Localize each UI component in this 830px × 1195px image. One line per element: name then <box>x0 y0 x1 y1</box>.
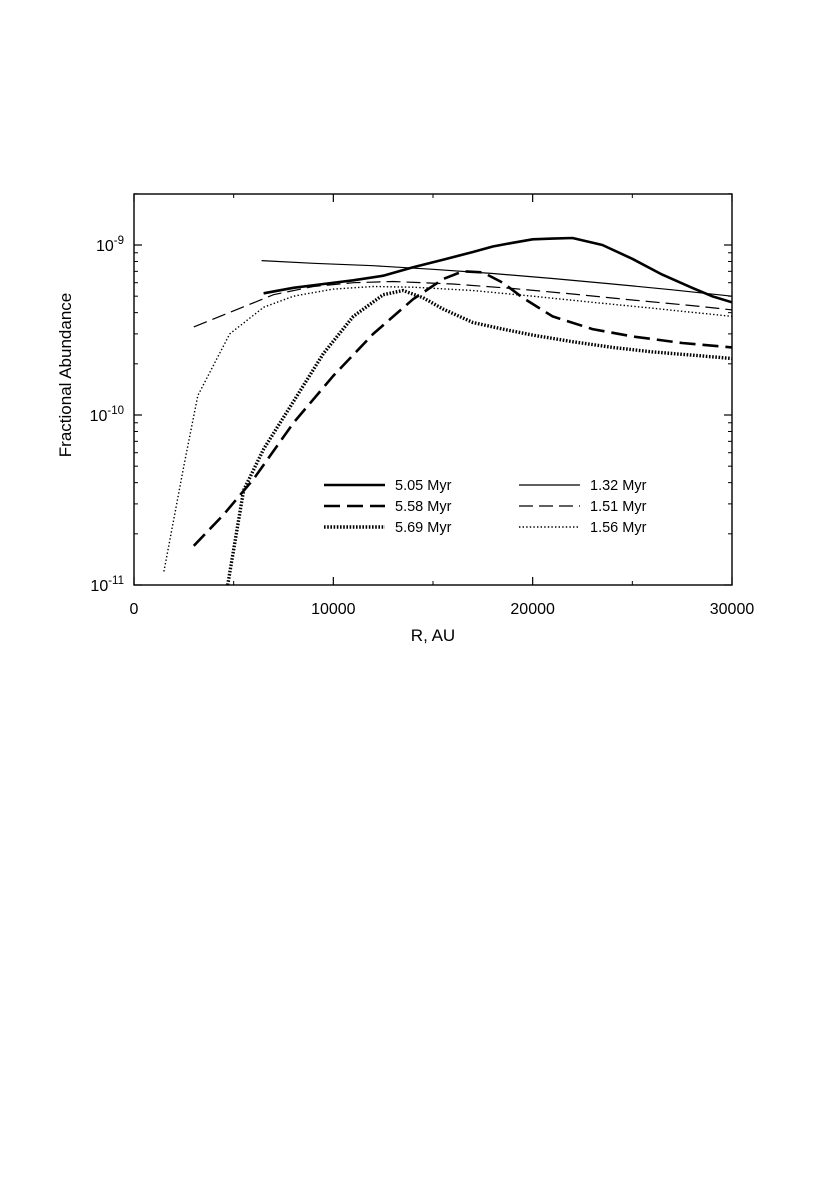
series-line <box>226 288 732 585</box>
legend-label: 5.69 Myr <box>395 520 452 536</box>
legend-label: 1.51 Myr <box>590 499 647 515</box>
x-tick-label: 0 <box>130 601 139 618</box>
legend-label: 1.56 Myr <box>590 520 647 536</box>
x-tick-label: 10000 <box>311 601 356 618</box>
y-tick-label: 10-11 <box>90 575 124 595</box>
legend-label: 5.58 Myr <box>395 499 452 515</box>
legend-label: 5.05 Myr <box>395 478 452 494</box>
legend: 5.05 Myr 5.58 Myr 5.69 Myr 1.32 Myr 1.51 Myr… <box>324 478 647 536</box>
series-lines <box>163 236 732 585</box>
x-axis-title: R, AU <box>411 626 455 645</box>
series-line <box>192 270 732 547</box>
x-tick-label: 30000 <box>710 601 755 618</box>
y-tick-label: 10-9 <box>96 235 124 255</box>
series-line <box>261 260 732 297</box>
legend-label: 1.32 Myr <box>590 478 647 494</box>
x-tick-label: 20000 <box>510 601 555 618</box>
series-line <box>263 236 732 304</box>
tick-labels: 0 10000 20000 30000 10-11 10-10 10-9 <box>90 235 755 618</box>
y-axis-title: Fractional Abundance <box>56 293 75 457</box>
y-tick-label: 10-10 <box>90 405 124 425</box>
axis-ticks <box>133 193 733 586</box>
